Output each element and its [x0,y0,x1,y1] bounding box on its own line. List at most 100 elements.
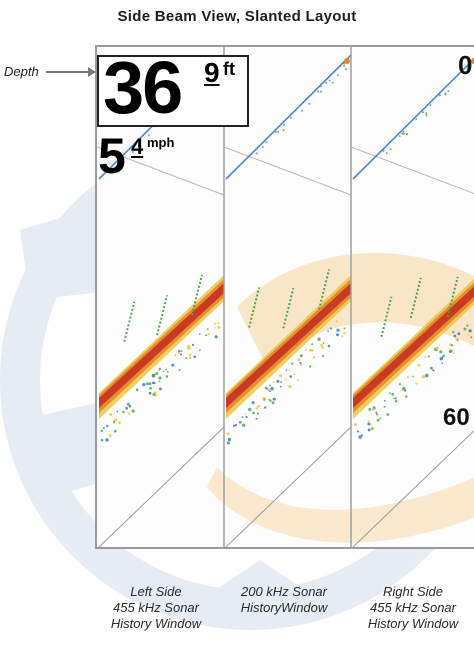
sonar-clutter-dot [299,354,303,357]
sonar-clutter-dot [126,402,130,406]
sonar-clutter-dot [383,399,386,402]
sonar-clutter-dot [272,381,275,383]
sonar-clutter-dot [245,416,248,419]
sonar-clutter-dot [393,397,395,400]
sonar-clutter-dot [278,374,283,378]
sonar-clutter-dot [376,413,379,416]
sonar-clutter-dot [429,366,433,370]
surface-clutter-dot [467,66,469,69]
surface-clutter-dot [425,114,428,117]
sonar-clutter-dot [125,406,128,410]
sonar-clutter-dot [128,413,131,416]
surface-clutter-dot [301,109,303,112]
surface-clutter-dot [402,132,405,135]
sonar-clutter-dot [100,429,104,433]
sonar-clutter-dot [322,342,325,344]
surface-clutter-dot [331,81,334,84]
sonar-clutter-dot [453,352,456,355]
sonar-clutter-dot [336,328,340,332]
caption-left-side: Left Side 455 kHz Sonar History Window [110,584,202,631]
sonar-clutter-dot [367,420,370,423]
sonar-clutter-dot [309,348,312,352]
window-edge-line [223,146,352,196]
sonar-clutter-dot [371,427,374,430]
sonar-clutter-dot [244,413,247,416]
sonar-clutter-dot [128,405,132,408]
sonar-clutter-dot [193,355,196,359]
fish-arch-streak [156,294,169,336]
sonar-clutter-dot [163,370,165,373]
surface-clutter-dot [415,118,418,121]
sonar-clutter-dot [402,386,406,390]
sonar-clutter-dot [256,412,259,415]
sonar-clutter-dot [165,375,169,378]
sonar-clutter-dot [466,324,469,327]
sonar-clutter-dot [379,417,382,420]
sonar-clutter-dot [300,363,303,366]
sonar-clutter-dot [404,389,407,392]
surface-clutter-dot [438,94,441,97]
sonar-clutter-dot [291,362,294,365]
sonar-clutter-dot [394,397,397,400]
sonar-clutter-dot [360,434,363,437]
sonar-clutter-dot [372,407,375,410]
sonar-clutter-dot [293,373,296,376]
sonar-clutter-dot [272,398,275,400]
surface-line [352,57,474,180]
sonar-clutter-dot [105,438,109,442]
surface-clutter-dot [274,130,277,133]
sonar-clutter-dot [470,336,473,339]
surface-clutter-dot [447,90,450,93]
window-edge-line [97,146,225,196]
sonar-clutter-dot [213,322,216,325]
sonar-clutter-dot [142,383,146,387]
depth-scale-bottom: 60 [443,404,470,431]
surface-clutter-dot [389,148,392,151]
watermark-swoosh [207,467,474,543]
sonar-clutter-dot [109,414,112,417]
surface-clutter-dot [398,135,401,138]
sonar-clutter-dot [439,350,443,354]
sonar-clutter-dot [106,424,109,428]
sonar-clutter-dot [135,388,139,392]
sonar-clutter-dot [427,355,430,358]
sonar-clutter-dot [226,441,231,445]
sonar-clutter-dot [343,327,346,330]
sonar-clutter-dot [276,379,280,383]
surface-clutter-dot [319,85,322,88]
sonar-clutter-dot [421,375,426,379]
fish-arch-streak [409,277,422,319]
sonar-clutter-dot [268,398,270,401]
range-line [98,426,225,547]
sonar-clutter-dot [206,328,209,330]
sonar-clutter-dot [441,356,444,358]
window-edge-line [350,146,474,195]
sonar-display [95,45,474,549]
sonar-clutter-dot [217,322,220,325]
sonar-clutter-dot [452,330,455,334]
sonar-clutter-dot [342,331,346,335]
sonar-clutter-dot [158,376,162,380]
sonar-clutter-dot [112,421,116,424]
surface-clutter-dot [422,111,424,114]
sonar-clutter-dot [242,423,246,427]
sonar-clutter-dot [269,399,272,402]
sonar-clutter-dot [406,376,410,379]
sonar-clutter-dot [441,362,444,365]
sonar-clutter-dot [149,387,152,390]
sonar-clutter-dot [288,385,291,388]
sonar-clutter-dot [424,355,427,358]
sonar-clutter-dot [329,327,333,330]
sonar-clutter-dot [356,430,359,433]
sonar-clutter-dot [285,378,287,381]
depth-unit: ft [223,59,235,79]
sonar-clutter-dot [187,346,191,350]
surface-clutter-dot [289,116,292,119]
sonar-clutter-dot [233,424,236,427]
sonar-clutter-dot [152,393,156,396]
sonar-clutter-dot [269,384,271,387]
fish-arch-streak [318,269,331,310]
sonar-history-windows [97,47,474,547]
sonar-clutter-dot [341,335,344,338]
sonar-clutter-dot [145,382,149,386]
